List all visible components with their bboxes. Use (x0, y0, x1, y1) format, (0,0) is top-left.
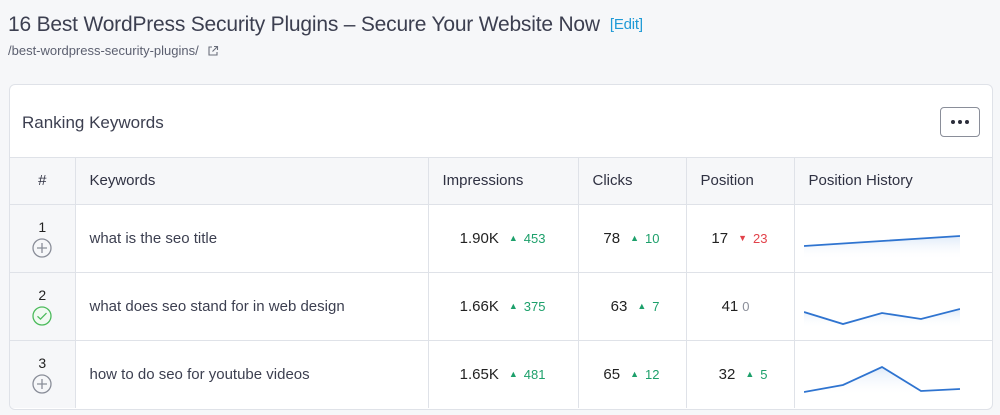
dot-icon (965, 120, 969, 124)
permalink[interactable]: /best-wordpress-security-plugins/ (8, 43, 219, 58)
col-header-keywords[interactable]: Keywords (75, 158, 429, 205)
card-header: Ranking Keywords (10, 85, 992, 158)
col-header-impressions[interactable]: Impressions (428, 158, 579, 205)
permalink-text: /best-wordpress-security-plugins/ (8, 43, 199, 58)
edit-link[interactable]: [Edit] (609, 16, 643, 33)
position-cell: 17 ▼ 23 (686, 204, 795, 273)
arrow-up-icon: ▲ (637, 301, 647, 311)
clicks-delta: ▲ 12 (630, 366, 660, 382)
impressions-value: 1.66K (459, 297, 499, 315)
arrow-up-icon: ▲ (630, 369, 640, 380)
dot-icon (958, 120, 962, 124)
arrow-up-icon: ▲ (745, 369, 755, 380)
keyword-text: how to do seo for youtube videos (89, 365, 310, 383)
position-cell: 32 ▲ 5 (686, 340, 795, 408)
row-index: 1 (38, 218, 47, 235)
page-title: 16 Best WordPress Security Plugins – Sec… (8, 13, 643, 37)
position-history-cell (794, 272, 992, 341)
external-link-icon[interactable] (207, 45, 219, 57)
position-history-cell (794, 340, 992, 408)
keyword-text: what does seo stand for in web design (89, 297, 345, 315)
add-circle-icon[interactable] (32, 237, 52, 258)
position-delta: ▼ 23 (738, 230, 768, 246)
impressions-cell: 1.65K ▲ 481 (428, 340, 579, 408)
clicks-delta: ▲ 10 (630, 230, 660, 246)
row-index-cell: 2 (10, 272, 76, 341)
position-delta: ▲ 5 (745, 366, 768, 382)
table-row[interactable]: 3 how to do seo for youtube videos 1.65K ▲ 4… (10, 340, 992, 408)
position-cell: 41 0 (686, 272, 795, 341)
arrow-up-icon: ▲ (508, 369, 518, 380)
row-index-cell: 3 (10, 340, 76, 408)
row-index: 3 (38, 354, 47, 371)
clicks-delta: ▲ 7 (637, 298, 660, 314)
keyword-cell[interactable]: what does seo stand for in web design (75, 272, 429, 341)
clicks-cell: 63 ▲ 7 (578, 272, 687, 341)
arrow-up-icon: ▲ (630, 233, 640, 243)
col-header-index[interactable]: # (10, 158, 76, 205)
check-circle-icon[interactable] (32, 305, 52, 326)
impressions-cell: 1.66K ▲ 375 (428, 272, 579, 341)
row-index-cell: 1 (10, 204, 76, 273)
col-header-position[interactable]: Position (686, 158, 795, 205)
keywords-table: # Keywords Impressions Clicks Position P… (10, 158, 992, 408)
arrow-up-icon: ▲ (508, 301, 518, 311)
position-history-sparkline (803, 366, 960, 397)
clicks-value: 63 (610, 297, 628, 315)
position-delta: 0 (742, 298, 750, 314)
table-row[interactable]: 2 what does seo stand for in web design 1.… (10, 272, 992, 341)
keyword-cell[interactable]: what is the seo title (75, 204, 429, 273)
position-value: 41 (721, 297, 739, 315)
impressions-value: 1.90K (459, 229, 499, 247)
col-header-clicks[interactable]: Clicks (578, 158, 687, 205)
clicks-cell: 65 ▲ 12 (578, 340, 687, 408)
ranking-keywords-card: Ranking Keywords # Keywords Impressions … (9, 84, 993, 410)
card-title: Ranking Keywords (22, 113, 164, 132)
page-title-text: 16 Best WordPress Security Plugins – Sec… (8, 13, 600, 36)
position-history-sparkline (803, 308, 960, 328)
clicks-value: 78 (603, 229, 621, 247)
impressions-delta: ▲ 453 (508, 230, 546, 246)
keyword-text: what is the seo title (89, 229, 218, 247)
table-row[interactable]: 1 what is the seo title 1.90K ▲ 453 78 ▲ 10 17 ▼ 2… (10, 204, 992, 273)
clicks-value: 65 (603, 365, 621, 383)
arrow-down-icon: ▼ (738, 233, 748, 243)
more-options-button[interactable] (940, 107, 980, 137)
impressions-cell: 1.90K ▲ 453 (428, 204, 579, 273)
col-header-position-history[interactable]: Position History (794, 158, 992, 205)
row-index: 2 (38, 286, 47, 303)
add-circle-icon[interactable] (32, 374, 52, 394)
table-header-row: # Keywords Impressions Clicks Position P… (10, 158, 992, 205)
arrow-up-icon: ▲ (508, 233, 518, 243)
position-history-cell (794, 204, 992, 273)
position-value: 17 (711, 229, 729, 247)
impressions-value: 1.65K (459, 365, 499, 383)
impressions-delta: ▲ 375 (508, 298, 546, 314)
clicks-cell: 78 ▲ 10 (578, 204, 687, 273)
dot-icon (951, 120, 955, 124)
position-value: 32 (718, 365, 736, 383)
position-history-sparkline (803, 235, 960, 260)
impressions-delta: ▲ 481 (508, 366, 546, 382)
keyword-cell[interactable]: how to do seo for youtube videos (75, 340, 429, 408)
